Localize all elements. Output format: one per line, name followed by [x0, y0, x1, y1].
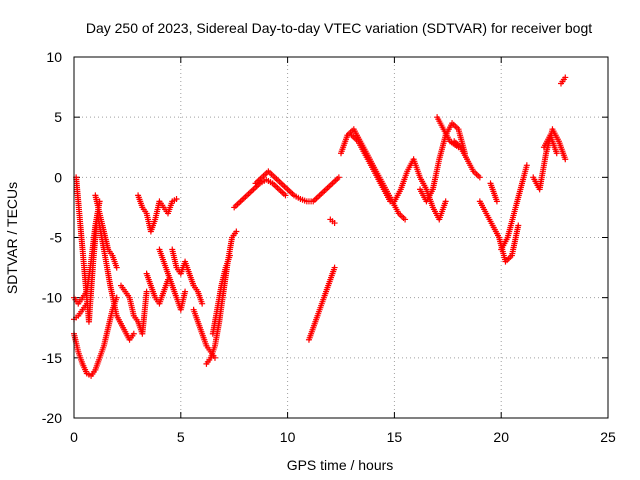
ticks: 0 5 10 15 20 25 -20 -15 -10 -5 0 5 10 — [42, 49, 616, 445]
data-point — [233, 228, 240, 235]
data-point — [476, 174, 483, 181]
data-point — [562, 74, 569, 81]
data-series — [558, 74, 569, 87]
y-tick-label: -20 — [42, 410, 62, 426]
x-tick-label: 25 — [600, 429, 616, 445]
data-point — [113, 264, 120, 271]
data-series — [540, 132, 560, 157]
data-point — [143, 288, 150, 295]
x-tick-label: 0 — [70, 429, 78, 445]
data-series — [156, 246, 189, 313]
x-tick-label: 5 — [177, 429, 185, 445]
data-series — [498, 162, 530, 253]
data-series — [143, 270, 171, 307]
data-point — [442, 198, 449, 205]
data-point — [515, 222, 522, 229]
data-point — [83, 300, 90, 307]
data-series — [231, 176, 289, 211]
data-point — [335, 174, 342, 181]
data-point — [199, 300, 206, 307]
data-series — [209, 252, 233, 337]
y-tick-label: -5 — [50, 230, 63, 246]
x-tick-label: 10 — [280, 429, 296, 445]
chart-title: Day 250 of 2023, Sidereal Day-to-day VTE… — [86, 20, 592, 36]
plot-frame — [73, 56, 609, 419]
data-marks — [71, 74, 569, 379]
data-series — [92, 192, 120, 271]
data-point — [282, 192, 289, 199]
data-point — [113, 294, 120, 301]
data-series — [73, 174, 137, 343]
data-point — [182, 288, 189, 295]
y-tick-label: 10 — [46, 49, 62, 65]
y-tick-label: -10 — [42, 290, 62, 306]
y-tick-label: 0 — [54, 169, 62, 185]
data-series — [338, 126, 409, 223]
data-series — [487, 180, 500, 205]
data-point — [173, 195, 180, 202]
data-series — [117, 282, 150, 337]
data-series — [252, 168, 342, 205]
data-point — [523, 162, 530, 169]
x-axis-label: GPS time / hours — [287, 457, 394, 473]
data-point — [130, 330, 137, 337]
data-point — [331, 264, 338, 271]
data-series — [135, 192, 180, 235]
data-point — [493, 198, 500, 205]
data-point — [402, 216, 409, 223]
data-series — [71, 294, 120, 379]
data-point — [553, 150, 560, 157]
data-series — [451, 138, 483, 181]
y-axis-label: SDTVAR / TECUs — [4, 182, 20, 294]
data-series — [71, 198, 103, 307]
data-series — [327, 216, 338, 227]
y-tick-label: 5 — [54, 109, 62, 125]
data-series — [305, 264, 338, 343]
data-point — [226, 252, 233, 259]
data-series — [169, 246, 206, 307]
data-point — [331, 220, 338, 227]
data-series — [348, 132, 394, 205]
data-point — [562, 156, 569, 163]
grid — [74, 57, 608, 418]
y-tick-label: -15 — [42, 350, 62, 366]
x-tick-label: 20 — [493, 429, 509, 445]
data-series — [417, 120, 468, 205]
x-tick-label: 15 — [387, 429, 403, 445]
